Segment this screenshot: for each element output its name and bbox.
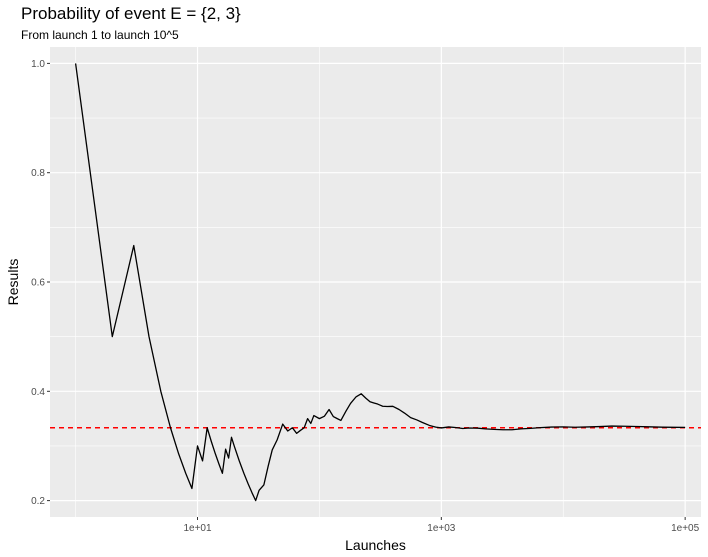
x-tick-label: 1e+05	[671, 523, 700, 534]
y-tick-label: 0.2	[31, 496, 45, 507]
y-tick-label: 1.0	[31, 59, 45, 70]
chart-title: Probability of event E = {2, 3}	[21, 4, 241, 23]
series-layer	[74, 63, 686, 502]
y-tick-label: 0.4	[31, 387, 45, 398]
x-tick-label: 1e+01	[183, 523, 212, 534]
x-tick-label: 1e+03	[427, 523, 456, 534]
x-axis-title: Launches	[345, 537, 406, 553]
axis-layer: 0.2 0.4 0.6 0.8 1.0 1e+01 1e+03 1e+05	[31, 59, 700, 534]
y-tick-label: 0.6	[31, 278, 45, 289]
y-axis-title: Results	[5, 259, 21, 306]
series-line-0	[74, 63, 686, 502]
chart-subtitle: From launch 1 to launch 10^5	[21, 28, 179, 42]
major-gridlines	[50, 47, 701, 517]
y-tick-label: 0.8	[31, 168, 45, 179]
